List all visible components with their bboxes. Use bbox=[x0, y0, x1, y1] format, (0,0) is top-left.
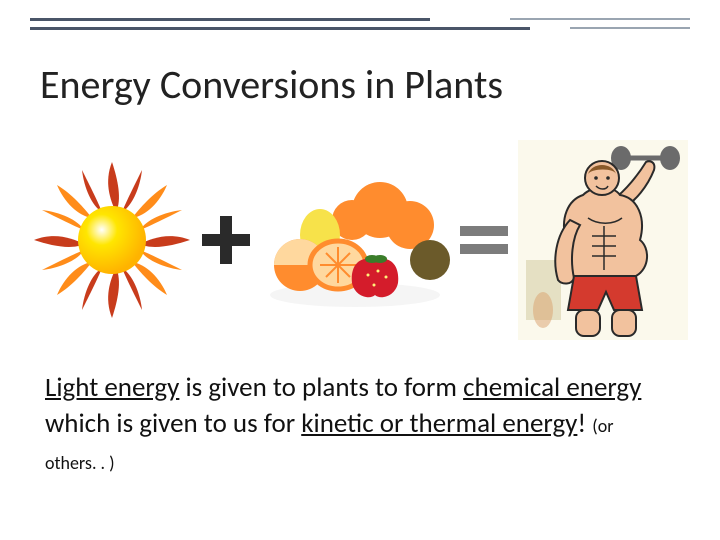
muscle-man-icon bbox=[518, 140, 688, 340]
visual-equation-row bbox=[30, 130, 690, 350]
plus-icon bbox=[196, 210, 256, 270]
body-segment: ! bbox=[577, 407, 586, 440]
body-segment: is given to plants to form bbox=[179, 371, 463, 404]
body-text: Light energy is given to plants to form … bbox=[45, 370, 660, 479]
divider-line bbox=[510, 18, 690, 20]
divider-line bbox=[570, 27, 690, 29]
sun-icon bbox=[32, 150, 192, 330]
sun-core-icon bbox=[78, 206, 146, 274]
equals-icon bbox=[454, 210, 514, 270]
light-energy-text: Light energy bbox=[45, 371, 179, 404]
slide-title: Energy Conversions in Plants bbox=[40, 60, 503, 109]
divider-line bbox=[30, 18, 430, 21]
chemical-energy-text: chemical energy bbox=[463, 371, 641, 404]
fruit-icon bbox=[260, 165, 450, 315]
kinetic-thermal-text: kinetic or thermal energy bbox=[301, 407, 577, 440]
body-segment: which is given to us for bbox=[45, 407, 301, 440]
divider-line bbox=[30, 27, 530, 30]
